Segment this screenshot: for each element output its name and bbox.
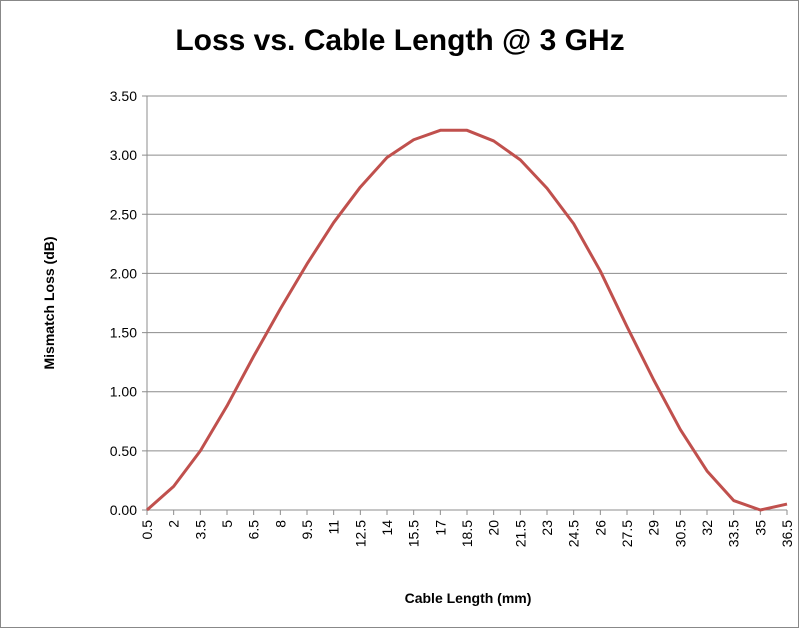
y-tick-label: 1.00 xyxy=(110,384,137,400)
x-tick-label: 15.5 xyxy=(406,520,422,547)
chart-title: Loss vs. Cable Length @ 3 GHz xyxy=(175,24,624,57)
y-tick-label: 2.00 xyxy=(110,265,137,281)
x-tick-label: 27.5 xyxy=(619,520,635,547)
x-tick-label: 36.5 xyxy=(779,520,795,547)
x-tick-label: 2 xyxy=(166,520,182,528)
data-line xyxy=(146,128,788,512)
x-tick-label: 17 xyxy=(432,520,448,536)
x-tick-label: 18.5 xyxy=(459,520,475,547)
x-tick-label: 3.5 xyxy=(192,520,208,540)
y-tick-label: 0.50 xyxy=(110,443,137,459)
x-tick-label: 8 xyxy=(272,520,288,528)
y-tick-label: 3.50 xyxy=(110,88,137,104)
x-tick-label: 20 xyxy=(486,520,502,536)
x-axis-label: Cable Length (mm) xyxy=(405,590,532,606)
x-tick-label: 21.5 xyxy=(512,520,528,547)
x-tick-label: 32 xyxy=(699,520,715,536)
x-tick-label: 14 xyxy=(379,520,395,536)
x-tick-label: 0.5 xyxy=(139,520,155,540)
x-tick-label: 35 xyxy=(752,520,768,536)
x-tick-label: 26 xyxy=(592,520,608,536)
y-tick-label: 1.50 xyxy=(110,325,137,341)
x-tick-label: 5 xyxy=(219,520,235,528)
x-tick-label: 23 xyxy=(539,520,555,536)
x-tick-label: 30.5 xyxy=(672,520,688,547)
y-tick-label: 2.50 xyxy=(110,206,137,222)
y-tick-label: 3.00 xyxy=(110,147,137,163)
x-tick-label: 12.5 xyxy=(352,520,368,547)
x-tick-label: 6.5 xyxy=(246,520,262,540)
x-tick-label: 9.5 xyxy=(299,520,315,540)
y-tick-label: 0.00 xyxy=(110,502,137,518)
y-axis-label: Mismatch Loss (dB) xyxy=(41,236,57,369)
x-tick-label: 33.5 xyxy=(726,520,742,547)
x-tick-label: 11 xyxy=(326,520,342,535)
x-tick-label: 24.5 xyxy=(566,520,582,547)
x-tick-label: 29 xyxy=(646,520,662,536)
